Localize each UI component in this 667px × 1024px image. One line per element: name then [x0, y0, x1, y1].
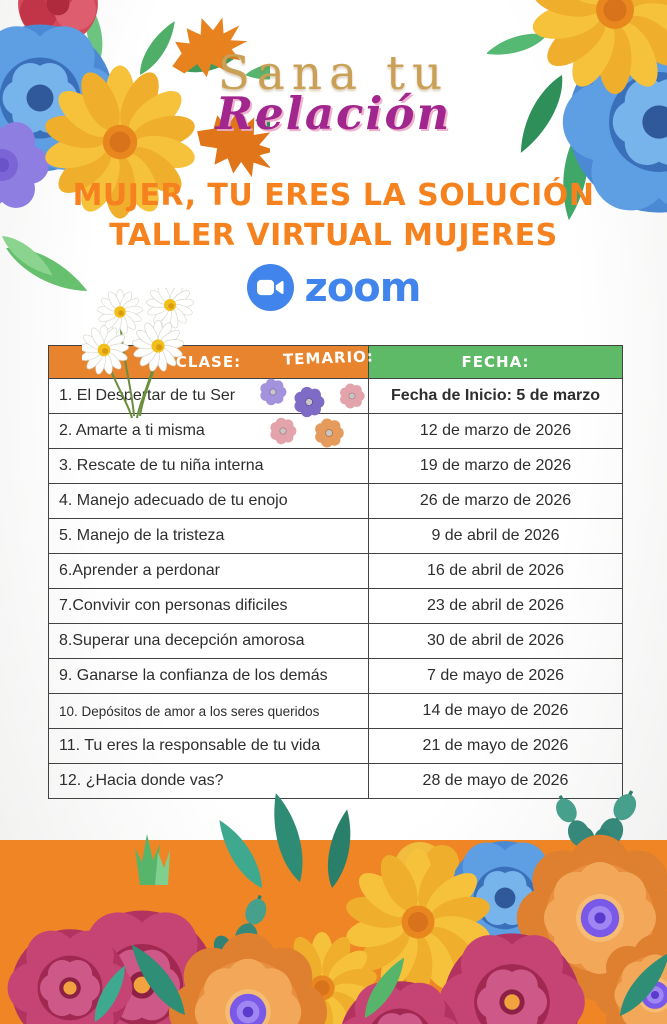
table-row: 8.Superar una decepción amorosa 30 de ab…: [48, 623, 623, 659]
date-cell: 23 de abril de 2026: [368, 588, 623, 624]
zoom-wordmark: zoom: [304, 264, 422, 311]
schedule-table: CLASE: TEMARIO: FECHA: 1. El Despertar d…: [48, 345, 623, 799]
table-row: 12. ¿Hacia donde vas? 28 de mayo de 2026: [48, 763, 623, 799]
clase-header-label: CLASE:: [175, 353, 242, 371]
table-row: 7.Convivir con personas dificiles 23 de …: [48, 588, 623, 624]
class-cell: 3. Rescate de tu niña interna: [48, 448, 369, 484]
class-cell: 5. Manejo de la tristeza: [48, 518, 369, 554]
table-row: 4. Manejo adecuado de tu enojo 26 de mar…: [48, 483, 623, 519]
zoom-badge: [246, 264, 294, 311]
table-row: 9. Ganarse la confianza de los demás 7 d…: [48, 658, 623, 694]
date-cell: Fecha de Inicio: 5 de marzo: [368, 378, 623, 414]
bottom-band: [0, 840, 667, 1024]
date-cell: 30 de abril de 2026: [368, 623, 623, 659]
class-cell: 8.Superar una decepción amorosa: [48, 623, 369, 659]
date-cell: 16 de abril de 2026: [368, 553, 623, 589]
column-header-clase: CLASE: TEMARIO:: [48, 345, 374, 379]
date-cell: 14 de mayo de 2026: [368, 693, 623, 729]
class-cell: 4. Manejo adecuado de tu enojo: [48, 483, 369, 519]
class-cell: 6.Aprender a perdonar: [48, 553, 369, 589]
date-cell: 19 de marzo de 2026: [368, 448, 623, 484]
table-header-row: CLASE: TEMARIO: FECHA:: [48, 345, 623, 379]
class-cell: 11. Tu eres la responsable de tu vida: [48, 728, 369, 764]
table-row: 5. Manejo de la tristeza 9 de abril de 2…: [48, 518, 623, 554]
table-row: 1. El Despertar de tu Ser Fecha de Inici…: [48, 378, 623, 414]
headline-line2: TALLER VIRTUAL MUJERES: [109, 218, 558, 253]
table-row: 6.Aprender a perdonar 16 de abril de 202…: [48, 553, 623, 589]
table-row: 11. Tu eres la responsable de tu vida 21…: [48, 728, 623, 764]
class-cell: 2. Amarte a ti misma: [48, 413, 369, 449]
date-cell: 26 de marzo de 2026: [368, 483, 623, 519]
date-cell: 7 de mayo de 2026: [368, 658, 623, 694]
table-row: 3. Rescate de tu niña interna 19 de marz…: [48, 448, 623, 484]
column-header-temario: TEMARIO:: [282, 347, 375, 369]
headline-line1: MUJER, TU ERES LA SOLUCIÓN: [72, 178, 595, 213]
zoom-logo: zoom: [0, 264, 667, 311]
date-cell: 9 de abril de 2026: [368, 518, 623, 554]
class-cell: 9. Ganarse la confianza de los demás: [48, 658, 369, 694]
date-cell: 12 de marzo de 2026: [368, 413, 623, 449]
class-cell: 1. El Despertar de tu Ser: [48, 378, 369, 414]
brand-subtitle: Relación: [215, 87, 452, 140]
column-header-fecha: FECHA:: [368, 345, 623, 379]
class-cell: 10. Depósitos de amor a los seres querid…: [48, 693, 369, 729]
table-row: 10. Depósitos de amor a los seres querid…: [48, 693, 623, 729]
camera-icon: [256, 279, 284, 296]
table-row: 2. Amarte a ti misma 12 de marzo de 2026: [48, 413, 623, 449]
brand-logo: Sana tu Relación: [0, 46, 667, 140]
date-cell: 21 de mayo de 2026: [368, 728, 623, 764]
class-cell: 12. ¿Hacia donde vas?: [48, 763, 369, 799]
headline: MUJER, TU ERES LA SOLUCIÓN TALLER VIRTUA…: [0, 176, 667, 256]
date-cell: 28 de mayo de 2026: [368, 763, 623, 799]
class-cell: 7.Convivir con personas dificiles: [48, 588, 369, 624]
